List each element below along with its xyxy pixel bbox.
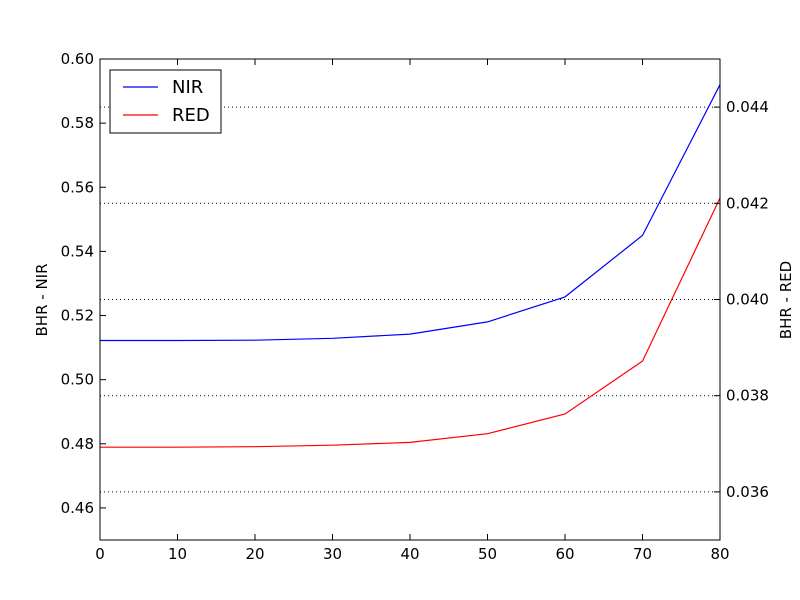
right-tick-label: 0.040 <box>726 291 769 309</box>
legend-label-red: RED <box>172 105 210 126</box>
x-axis: 0 10 20 30 40 50 60 70 80 <box>95 59 730 563</box>
left-tick-label: 0.46 <box>61 499 94 517</box>
right-tick-label: 0.042 <box>726 194 769 212</box>
x-tick-label: 80 <box>710 545 729 563</box>
x-tick-label: 0 <box>95 545 105 563</box>
right-tick-label: 0.036 <box>726 483 769 501</box>
x-tick-label: 70 <box>633 545 652 563</box>
left-tick-label: 0.60 <box>61 50 94 68</box>
left-y-axis: 0.46 0.48 0.50 0.52 0.54 0.56 0.58 0.60 <box>61 50 106 517</box>
x-tick-label: 50 <box>478 545 497 563</box>
legend-box <box>109 69 222 134</box>
right-axis-label: BHR - RED <box>777 261 795 339</box>
series-line-red <box>100 197 721 448</box>
right-tick-label: 0.044 <box>726 98 769 116</box>
x-tick-label: 20 <box>245 545 264 563</box>
left-tick-label: 0.54 <box>61 242 94 260</box>
right-y-axis: 0.036 0.038 0.040 0.042 0.044 <box>714 98 769 501</box>
left-tick-label: 0.52 <box>61 307 94 325</box>
left-tick-label: 0.56 <box>61 178 94 196</box>
legend: NIR RED <box>109 69 222 134</box>
series-line-nir <box>100 84 721 342</box>
x-tick-label: 60 <box>555 545 574 563</box>
right-tick-label: 0.038 <box>726 387 769 405</box>
left-tick-label: 0.58 <box>61 114 94 132</box>
left-axis-label: BHR - NIR <box>33 263 51 336</box>
left-tick-label: 0.50 <box>61 371 94 389</box>
grid-lines <box>100 106 720 493</box>
left-tick-label: 0.48 <box>61 435 94 453</box>
x-tick-label: 40 <box>400 545 419 563</box>
series-lines <box>100 84 721 448</box>
x-tick-label: 30 <box>323 545 342 563</box>
legend-label-nir: NIR <box>172 77 203 98</box>
x-tick-label: 10 <box>168 545 187 563</box>
